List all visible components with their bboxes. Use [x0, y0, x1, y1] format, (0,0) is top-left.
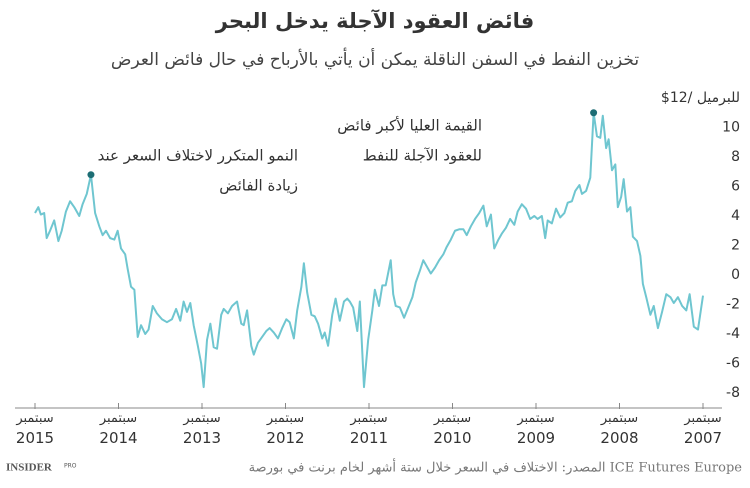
x-tick-label-line: سبتمبر — [182, 411, 220, 426]
x-tick-label-line: 2013 — [183, 429, 221, 447]
x-tick-label-line: سبتمبر — [266, 411, 304, 426]
annotation: القيمة العليا لأكبر فائض — [337, 116, 482, 135]
annotation-dot — [590, 109, 598, 117]
y-tick-label: 2 — [731, 238, 740, 254]
x-tick-label-line: سبتمبر — [600, 411, 638, 426]
x-tick-label-line: سبتمبر — [516, 411, 554, 426]
x-tick-label: سبتمبر 2014 — [99, 411, 138, 447]
annotation: زيادة الفائض — [219, 177, 298, 195]
y-tick-label: -2 — [726, 297, 740, 313]
x-tick-label: سبتمبر 2010 — [433, 411, 472, 447]
x-tick-label-line: 2015 — [16, 429, 54, 447]
annotation-dot — [87, 171, 95, 179]
y-tick-label: 4 — [731, 208, 740, 224]
y-tick-label: 10 — [722, 120, 740, 136]
y-tick-label: 8 — [731, 149, 740, 165]
y-tick-label: -8 — [726, 385, 740, 401]
x-tick-label-line: 2009 — [517, 429, 555, 447]
x-tick-label: سبتمبر 2007 — [683, 411, 722, 447]
x-tick-label: سبتمبر 2009 — [516, 411, 555, 447]
x-tick-label-line: 2007 — [684, 429, 722, 447]
x-tick-label-line: سبتمبر — [15, 411, 53, 426]
y-tick-label: -4 — [726, 326, 740, 342]
x-tick-label-line: سبتمبر — [433, 411, 471, 426]
x-tick-label: سبتمبر 2015 — [15, 411, 54, 447]
x-tick-label: سبتمبر 2008 — [600, 411, 639, 447]
line — [34, 111, 704, 389]
x-tick-label-line: سبتمبر — [99, 411, 137, 426]
x-tick-label-line: 2012 — [266, 429, 304, 447]
chart-subtitle: تخزين النفط في السفن الناقلة يمكن أن يأت… — [111, 47, 639, 70]
annotation: النمو المتكرر لاختلاف السعر عند — [98, 147, 298, 165]
x-tick-label-line: 2008 — [600, 429, 638, 447]
x-tick-label: سبتمبر 2013 — [182, 411, 221, 447]
x-tick-label-line: 2014 — [99, 429, 137, 447]
x-tick-label-line: سبتمبر — [349, 411, 387, 426]
y-tick-label: 0 — [731, 267, 740, 283]
y-tick-label: -6 — [726, 356, 740, 372]
x-tick-label: سبتمبر 2011 — [349, 411, 388, 447]
y-tick-label: 6 — [731, 179, 740, 195]
chart-title: فائض العقود الآجلة يدخل البحر — [215, 9, 534, 33]
annotation: للعقود الآجلة للنفط — [363, 147, 482, 165]
x-tick-label-line: 2011 — [350, 429, 388, 447]
y-tick-label: $12/ للبرميل — [661, 90, 740, 106]
x-tick-label: سبتمبر 2012 — [266, 411, 305, 447]
x-tick-label-line: 2010 — [433, 429, 471, 447]
logo-sub: PRO — [64, 463, 77, 470]
x-tick-label-line: سبتمبر — [683, 411, 721, 426]
logo: INSIDER — [6, 462, 53, 474]
source: المصدر: الاختلاف في السعر خلال ستة أشهر … — [249, 459, 743, 476]
